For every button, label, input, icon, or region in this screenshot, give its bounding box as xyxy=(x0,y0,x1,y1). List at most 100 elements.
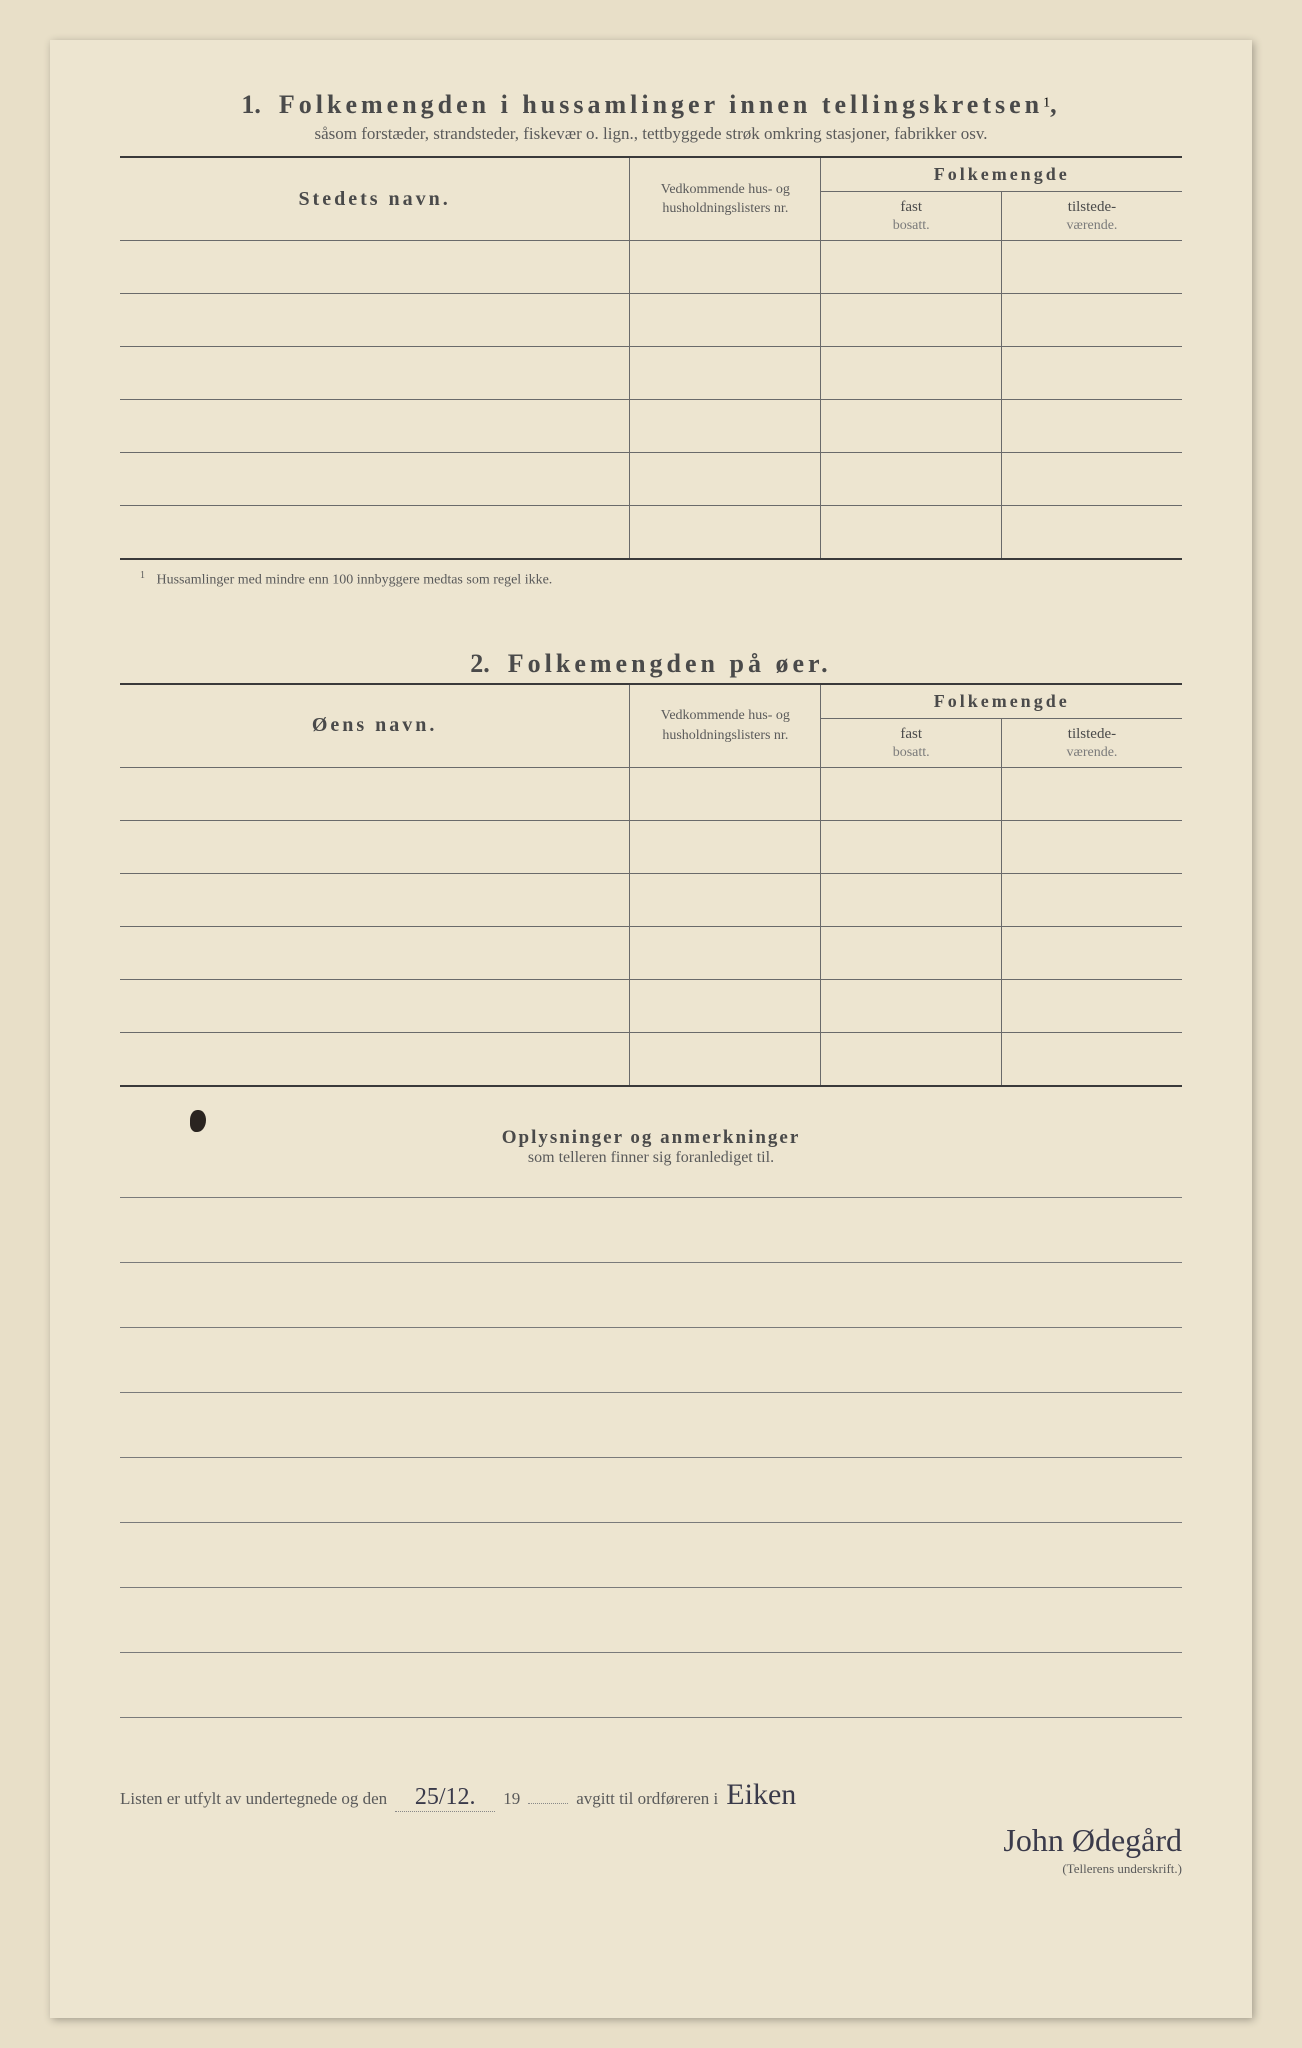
table-cell xyxy=(120,506,630,560)
table-cell xyxy=(630,400,821,453)
section3-title: Oplysninger og anmerkninger xyxy=(120,1127,1182,1149)
section1-title: Folkemengden i hussamlinger innen tellin… xyxy=(279,90,1043,119)
table-cell xyxy=(1001,820,1182,873)
col-lists-label: Vedkommende hus- og husholdningslisters … xyxy=(661,182,790,216)
table-cell xyxy=(120,873,630,926)
table-cell xyxy=(630,873,821,926)
col-name-label: Stedets navn. xyxy=(298,188,450,210)
table-cell xyxy=(630,294,821,347)
note-line xyxy=(120,1588,1182,1653)
col-fast: fast bosatt. xyxy=(821,192,1002,241)
signature-row: Listen er utfylt av undertegnede og den … xyxy=(120,1778,1182,1812)
col-tilstede: tilstede- værende. xyxy=(1001,192,1182,241)
table-cell xyxy=(821,241,1002,294)
col2-name-label: Øens navn. xyxy=(312,714,438,736)
table-cell xyxy=(630,979,821,1032)
table-cell xyxy=(821,347,1002,400)
section2-number: 2. xyxy=(470,649,490,678)
footnote: 1 Hussamlinger med mindre enn 100 innbyg… xyxy=(120,570,1182,589)
col-bosatt-label: bosatt. xyxy=(893,218,930,233)
table-cell xyxy=(120,453,630,506)
table-cell xyxy=(630,767,821,820)
table-cell xyxy=(1001,241,1182,294)
table-cell xyxy=(630,820,821,873)
notes-lines-area xyxy=(120,1197,1182,1718)
footnote-text: Hussamlinger med mindre enn 100 innbygge… xyxy=(157,573,553,588)
table-cell xyxy=(821,1032,1002,1086)
document-paper: 1. Folkemengden i hussamlinger innen tel… xyxy=(50,40,1252,2018)
section2-title: Folkemengden på øer. xyxy=(508,649,832,678)
sig-place: Eiken xyxy=(726,1778,866,1812)
table-cell xyxy=(821,820,1002,873)
table-cell xyxy=(1001,506,1182,560)
note-line xyxy=(120,1653,1182,1718)
table-cell xyxy=(821,453,1002,506)
table-cell xyxy=(630,241,821,294)
note-line xyxy=(120,1263,1182,1328)
signature-block: John Ødegård (Tellerens underskrift.) xyxy=(120,1822,1182,1877)
col2-lists: Vedkommende hus- og husholdningslisters … xyxy=(630,684,821,768)
table-cell xyxy=(1001,979,1182,1032)
col-lists: Vedkommende hus- og husholdningslisters … xyxy=(630,157,821,241)
section1-heading: 1. Folkemengden i hussamlinger innen tel… xyxy=(120,90,1182,120)
table-cell xyxy=(120,926,630,979)
table-cell xyxy=(821,400,1002,453)
table-cell xyxy=(120,1032,630,1086)
col2-vaerende-label: værende. xyxy=(1067,745,1118,760)
table-cell xyxy=(1001,400,1182,453)
table-cell xyxy=(630,1032,821,1086)
sig-prefix: Listen er utfylt av undertegnede og den xyxy=(120,1789,387,1809)
table-cell xyxy=(1001,453,1182,506)
table-cell xyxy=(120,347,630,400)
col2-folkemengde: Folkemengde xyxy=(821,684,1182,719)
section2-table: Øens navn. Vedkommende hus- og husholdni… xyxy=(120,683,1182,1087)
table-cell xyxy=(1001,347,1182,400)
col-vaerende-label: værende. xyxy=(1067,218,1118,233)
table-cell xyxy=(1001,926,1182,979)
table-cell xyxy=(120,294,630,347)
table-cell xyxy=(821,506,1002,560)
section1-terminal: , xyxy=(1050,90,1061,119)
section1-number: 1. xyxy=(241,90,261,119)
col2-tilstede-label: tilstede- xyxy=(1068,726,1116,742)
note-line xyxy=(120,1198,1182,1263)
section2-heading: 2. Folkemengden på øer. xyxy=(120,649,1182,679)
note-line xyxy=(120,1393,1182,1458)
note-line xyxy=(120,1328,1182,1393)
col-folkemengde: Folkemengde xyxy=(821,157,1182,192)
col-oens-navn: Øens navn. xyxy=(120,684,630,768)
section3-subtitle: som telleren finner sig foranlediget til… xyxy=(120,1149,1182,1167)
sig-label: (Tellerens underskrift.) xyxy=(120,1861,1182,1877)
page-background: 1. Folkemengden i hussamlinger innen tel… xyxy=(0,0,1302,2048)
table-cell xyxy=(630,347,821,400)
table-cell xyxy=(1001,873,1182,926)
table-cell xyxy=(630,453,821,506)
table-cell xyxy=(120,767,630,820)
col2-bosatt-label: bosatt. xyxy=(893,745,930,760)
table-cell xyxy=(821,979,1002,1032)
section1-table: Stedets navn. Vedkommende hus- og hushol… xyxy=(120,156,1182,560)
table-cell xyxy=(120,820,630,873)
table-cell xyxy=(821,767,1002,820)
table-cell xyxy=(1001,1032,1182,1086)
sig-date: 25/12. xyxy=(395,1784,495,1812)
table-cell xyxy=(1001,294,1182,347)
section1-body xyxy=(120,241,1182,560)
col-fast-label: fast xyxy=(900,199,922,215)
table-cell xyxy=(120,979,630,1032)
col2-pop-label: Folkemengde xyxy=(934,691,1070,711)
section1-subtitle: såsom forstæder, strandsteder, fiskevær … xyxy=(120,124,1182,144)
table-cell xyxy=(630,506,821,560)
col2-fast-label: fast xyxy=(900,726,922,742)
table-cell xyxy=(821,294,1002,347)
note-line xyxy=(120,1458,1182,1523)
table-cell xyxy=(821,873,1002,926)
table-cell xyxy=(821,926,1002,979)
note-line xyxy=(120,1523,1182,1588)
col-pop-label: Folkemengde xyxy=(934,164,1070,184)
col-tilstede-label: tilstede- xyxy=(1068,199,1116,215)
table-cell xyxy=(120,400,630,453)
col2-fast: fast bosatt. xyxy=(821,718,1002,767)
table-cell xyxy=(1001,767,1182,820)
sig-year-blank xyxy=(528,1803,568,1804)
